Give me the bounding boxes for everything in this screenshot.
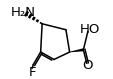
Text: F: F <box>28 66 35 79</box>
Text: O: O <box>81 59 92 72</box>
Text: H₂N: H₂N <box>11 6 35 19</box>
Text: HO: HO <box>79 23 99 36</box>
Polygon shape <box>69 48 83 52</box>
